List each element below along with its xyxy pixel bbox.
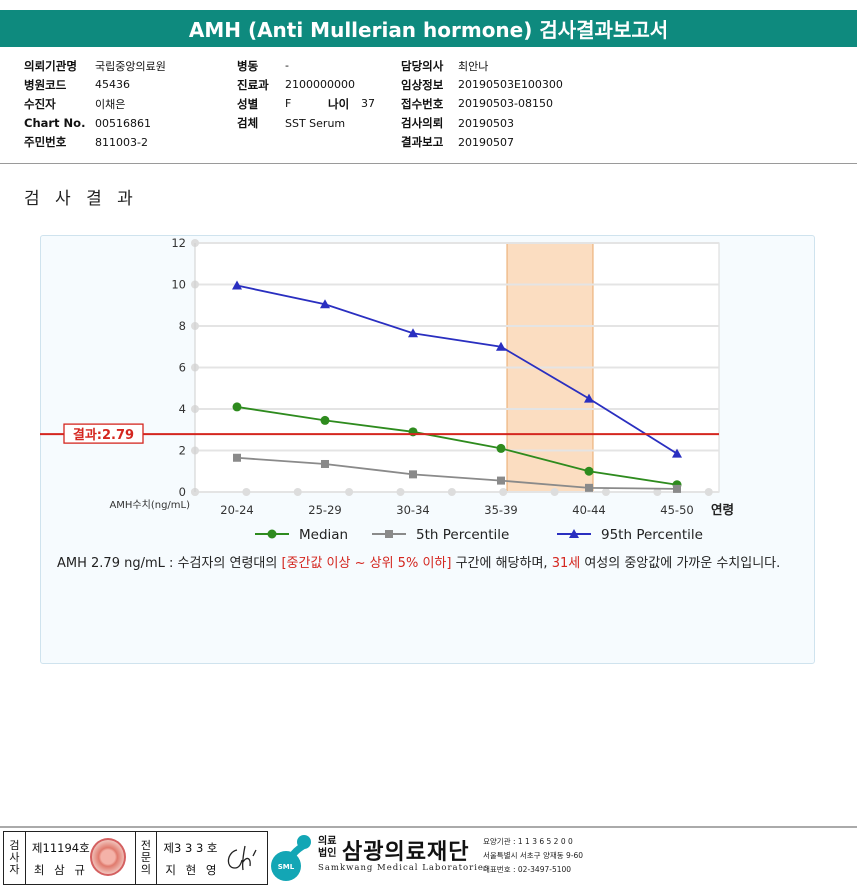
report-title: AMH (Anti Mullerian hormone) 검사결과보고서 <box>0 10 857 47</box>
x-tick-dot <box>447 488 456 496</box>
legend-5th-percentile-label: 5th Percentile <box>416 527 509 543</box>
info-row: 병원코드 45436 <box>24 77 130 92</box>
median-point <box>232 402 242 412</box>
doctor-license: 제3 3 3 호 <box>163 841 218 855</box>
x-tick-label: 40-44 <box>572 503 605 517</box>
info-column-2: 병동 - 진료과 2100000000 성별 F 나이 37 검체 SST Serum <box>237 56 375 133</box>
info-row: 임상정보 20190503E100300 <box>401 77 563 92</box>
age-label: 나이 <box>328 96 350 111</box>
info-column-3: 담당의사 최안나 임상정보 20190503E100300 접수번호 20190503… <box>401 56 563 152</box>
legend-95th-percentile-marker <box>569 529 579 538</box>
95th-percentile-point <box>320 299 330 309</box>
legend-median-label: Median <box>299 527 348 543</box>
result-label-box <box>63 423 144 444</box>
sml-logo-icon: SML <box>271 835 311 881</box>
95th-percentile-point <box>584 393 594 403</box>
amh-chart: 0 2 4 6 8 10 12 20-24 25-29 30-34 35-39 40-44 45-50 연… <box>40 236 734 543</box>
logo-text: SML <box>278 863 295 871</box>
info-column-1: 의뢰기관명 국립중앙의료원 병원코드 45436 수진자 이채은 Chart No. 0… <box>24 56 166 152</box>
y-tick-label: 0 <box>179 485 186 499</box>
doctor-label: 전문의 <box>136 832 158 884</box>
result-age-highlight: 31세 <box>551 556 581 571</box>
y-tick-label: 4 <box>179 402 186 416</box>
5th-percentile-point <box>233 453 241 462</box>
x-tick-dot <box>601 488 610 496</box>
info-row: 수진자 이채은 <box>24 96 126 111</box>
95th-percentile-point <box>232 280 242 290</box>
footer-divider <box>0 826 857 828</box>
x-tick-label: 45-50 <box>660 503 693 517</box>
institution-logo: SML 의료 법인 삼광의료재단 Samkwang Medical Laborat… <box>270 832 600 884</box>
5th-percentile-line <box>236 456 678 490</box>
95th-percentile-point <box>672 448 682 458</box>
y-tick-label: 10 <box>171 278 186 292</box>
info-row: 병동 - <box>237 58 289 73</box>
x-tick-dot <box>499 488 508 496</box>
median-point <box>496 443 506 453</box>
tester-license: 제11194호 <box>31 841 90 855</box>
x-tick-dot <box>704 488 713 496</box>
median-line <box>236 406 678 486</box>
doctor-name: 지 현 영 <box>165 863 220 877</box>
x-tick-dot <box>345 488 354 496</box>
info-row: 검사의뢰 20190503 <box>401 116 514 131</box>
x-tick-label: 20-24 <box>220 503 253 517</box>
org-prefix: 의료 법인 <box>318 836 337 859</box>
x-tick-dot <box>293 488 302 496</box>
5th-percentile-point <box>585 483 593 492</box>
result-description: AMH 2.79 ng/mL : 수검자의 연령대의 [중간값 이상 ~ 상위 … <box>57 556 781 571</box>
legend-5th-percentile-marker <box>385 530 393 538</box>
tester-label: 검사자 <box>4 832 26 884</box>
median-point <box>320 415 330 425</box>
x-tick-dot <box>396 488 405 496</box>
95th-percentile-line <box>236 284 678 455</box>
median-point <box>584 466 594 476</box>
x-axis-label: 연령 <box>711 502 734 517</box>
x-tick-dot <box>550 488 559 496</box>
org-english-name: Samkwang Medical Laboratories <box>318 863 490 873</box>
info-row: 의뢰기관명 국립중앙의료원 <box>24 58 166 73</box>
info-row: 검체 SST Serum <box>237 116 346 131</box>
95th-percentile-point <box>496 341 506 351</box>
info-row: 진료과 2100000000 <box>237 77 355 92</box>
y-axis-label: AMH수치(ng/mL) <box>109 499 190 511</box>
info-row: 담당의사 최안나 <box>401 58 489 73</box>
result-range-highlight: [중간값 이상 ~ 상위 5% 이하] <box>281 556 452 571</box>
org-contact: 요양기관 : 1 1 3 6 5 2 0 0 서울특별시 서초구 양재동 9-6… <box>483 837 584 874</box>
info-row: 접수번호 20190503-08150 <box>401 96 553 111</box>
95th-percentile-point <box>408 328 418 338</box>
y-tick-label: 2 <box>179 444 186 458</box>
y-tick-label: 6 <box>179 361 186 375</box>
info-row: Chart No. 00516861 <box>24 116 151 131</box>
5th-percentile-point <box>409 470 417 479</box>
5th-percentile-point <box>497 476 505 485</box>
signature-icon <box>228 845 258 871</box>
legend-95th-percentile-label: 95th Percentile <box>601 527 703 543</box>
info-row: 성별 F 나이 37 <box>237 96 375 111</box>
x-tick-dot <box>653 488 662 496</box>
5th-percentile-point <box>673 484 681 493</box>
doctor-cell: 제3 3 3 호 지 현 영 <box>157 832 267 884</box>
section-title: 검 사 결 과 <box>24 189 138 209</box>
age-value: 37 <box>361 97 375 111</box>
x-tick-label: 25-29 <box>308 503 341 517</box>
patient-info: 의뢰기관명 국립중앙의료원 병원코드 45436 수진자 이채은 Chart No. 0… <box>0 52 857 164</box>
tester-name: 최 삼 규 <box>33 863 88 877</box>
x-tick-label: 35-39 <box>484 503 517 517</box>
y-tick-label: 12 <box>171 236 186 250</box>
result-label: 결과:2.79 <box>73 427 134 443</box>
tester-cell: 제11194호 최 삼 규 <box>26 832 136 884</box>
y-tick-label: 8 <box>179 319 186 333</box>
info-row: 주민번호 811003-2 <box>24 135 148 150</box>
info-row: 결과보고 20190507 <box>401 135 514 150</box>
5th-percentile-point <box>321 459 329 468</box>
x-tick-dot <box>242 488 251 496</box>
legend-median-marker <box>267 529 277 539</box>
seal-stamp-icon <box>89 838 126 876</box>
org-name: 삼광의료재단 <box>342 840 470 865</box>
signature-box: 검사자 제11194호 최 삼 규 전문의 제3 3 3 호 지 현 영 <box>3 831 268 885</box>
x-tick-label: 30-34 <box>396 503 429 517</box>
